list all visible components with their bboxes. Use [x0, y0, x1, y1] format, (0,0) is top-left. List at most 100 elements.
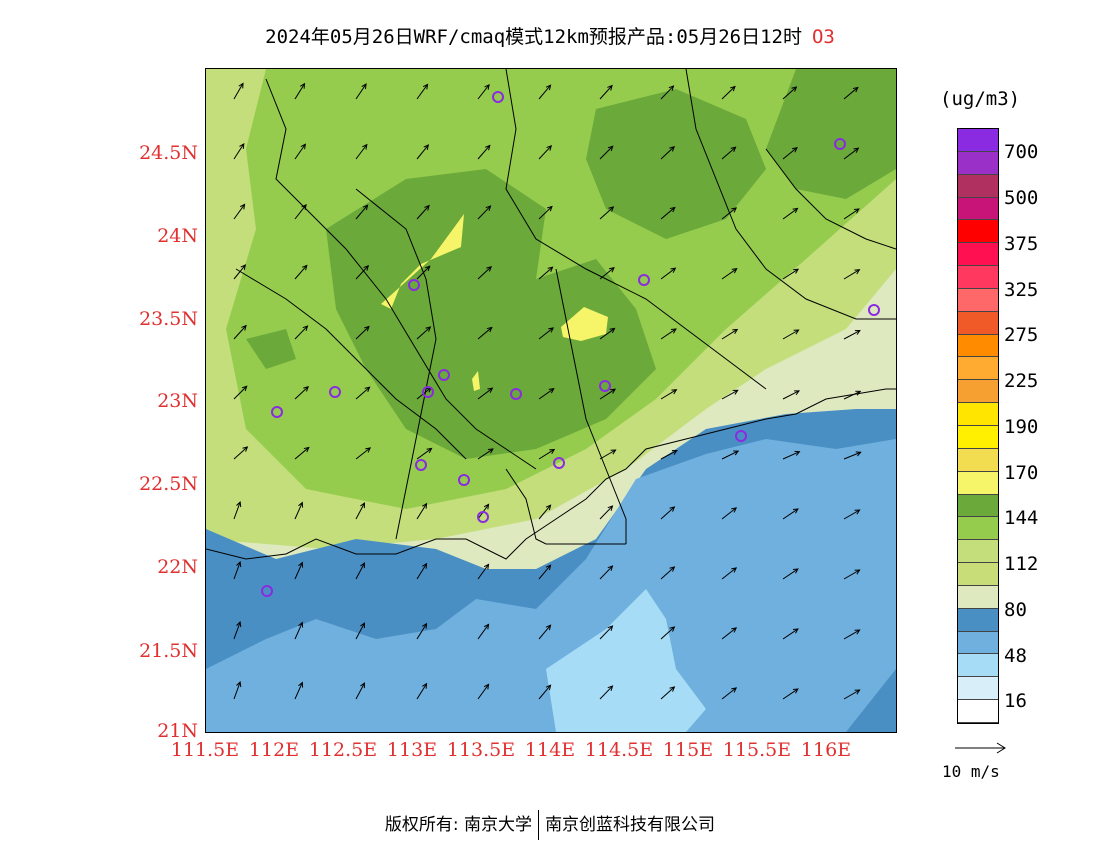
lat-label: 22.5N [139, 473, 198, 495]
wind-arrow [233, 203, 246, 220]
wind-arrow [538, 327, 555, 340]
lat-label: 21N [157, 720, 198, 742]
reference-vector-arrow [955, 742, 1006, 754]
ozone-area-yellow-3 [472, 371, 480, 391]
wind-arrow [843, 509, 861, 520]
lon-label: 114E [524, 739, 576, 761]
station-marker[interactable] [261, 585, 273, 597]
colorbar-segment [958, 448, 998, 472]
wind-arrow [721, 567, 738, 580]
wind-arrow [599, 145, 614, 160]
wind-arrow [660, 450, 678, 460]
wind-arrow [294, 561, 304, 580]
wind-arrow [416, 265, 431, 280]
colorbar-segment [958, 494, 998, 518]
forecast-map [205, 68, 897, 733]
wind-arrow [660, 85, 675, 100]
lon-label: 113E [386, 739, 438, 761]
wind-arrow [843, 147, 860, 160]
wind-arrow [416, 83, 429, 100]
lat-label: 23.5N [139, 308, 198, 330]
station-marker[interactable] [422, 386, 434, 398]
colorbar-segment [958, 608, 998, 632]
wind-arrow [538, 684, 552, 700]
wind-arrow [416, 682, 428, 700]
station-marker[interactable] [735, 430, 747, 442]
wind-arrow [294, 681, 304, 700]
wind-arrow [538, 448, 556, 460]
station-marker[interactable] [868, 304, 880, 316]
copyright-company: 南京创蓝科技有限公司 [545, 815, 716, 835]
wind-arrow [782, 568, 799, 580]
wind-arrow [294, 82, 306, 100]
colorbar-tick: 144 [1004, 507, 1039, 529]
wind-arrow [660, 389, 678, 400]
wind-arrow [233, 142, 245, 160]
station-marker[interactable] [492, 91, 504, 103]
wind-arrow [660, 686, 676, 700]
wind-arrow [843, 208, 860, 220]
wind-arrow [599, 84, 613, 100]
station-marker[interactable] [638, 274, 650, 286]
wind-arrow [477, 205, 492, 220]
wind-arrow [477, 83, 490, 100]
wind-arrow [355, 562, 365, 580]
wind-arrow [599, 388, 617, 400]
wind-arrow [233, 324, 247, 340]
lon-label: 111.5E [170, 739, 240, 761]
colorbar-segment [958, 129, 998, 152]
lat-label: 24.5N [139, 142, 198, 164]
station-marker[interactable] [510, 388, 522, 400]
wind-arrow [721, 627, 738, 640]
county-boundary-7 [765, 148, 896, 250]
station-marker[interactable] [408, 279, 420, 291]
colorbar-segment [958, 357, 998, 381]
wind-arrow [294, 501, 304, 520]
station-marker[interactable] [553, 457, 565, 469]
wind-arrow [416, 502, 428, 520]
wind-arrow [233, 264, 247, 280]
station-marker[interactable] [458, 474, 470, 486]
wind-arrow [477, 326, 493, 340]
wind-arrow [660, 626, 676, 640]
ozone-area-yellow-2 [561, 307, 608, 341]
wind-arrow [355, 682, 365, 700]
colorbar-segment [958, 174, 998, 198]
station-marker[interactable] [477, 511, 489, 523]
wind-vectors [233, 82, 862, 700]
colorbar-segment [958, 585, 998, 609]
wind-arrow [477, 448, 494, 460]
lon-label: 115.5E [722, 739, 792, 761]
wind-arrow [416, 204, 430, 220]
wind-arrow [355, 447, 372, 460]
station-marker[interactable] [271, 406, 283, 418]
ozone-area-mid-blue [206, 439, 896, 732]
colorbar-segment [958, 220, 998, 244]
wind-arrow [294, 385, 309, 400]
wind-arrow [721, 328, 739, 340]
wind-arrow [843, 330, 861, 340]
wind-arrow [843, 451, 862, 460]
wind-arrow [843, 86, 859, 100]
copyright-footer: 版权所有: 南京大学 南京创蓝科技有限公司 [0, 810, 1100, 840]
station-marker[interactable] [415, 459, 427, 471]
colorbar-segment [958, 311, 998, 335]
station-marker[interactable] [599, 380, 611, 392]
colorbar-tick: 500 [1004, 187, 1039, 209]
colorbar-segment [958, 517, 998, 541]
station-marker[interactable] [834, 138, 846, 150]
county-boundary-4 [355, 188, 437, 540]
station-marker[interactable] [438, 369, 450, 381]
station-marker[interactable] [329, 386, 341, 398]
wind-arrow [721, 207, 738, 220]
wind-arrow [294, 621, 304, 640]
colorbar-segment [958, 563, 998, 586]
colorbar-tick: 80 [1004, 599, 1027, 621]
colorbar-tick: 700 [1004, 141, 1039, 163]
reference-vector-label: 10 m/s [942, 762, 1000, 781]
wind-arrow [782, 628, 799, 640]
page-title: 2024年05月26日WRF/cmaq模式12km预报产品:05月26日12时 O… [0, 22, 1100, 49]
wind-arrow [233, 561, 242, 580]
lat-label: 23N [157, 390, 198, 412]
colorbar-tick: 48 [1004, 645, 1027, 667]
